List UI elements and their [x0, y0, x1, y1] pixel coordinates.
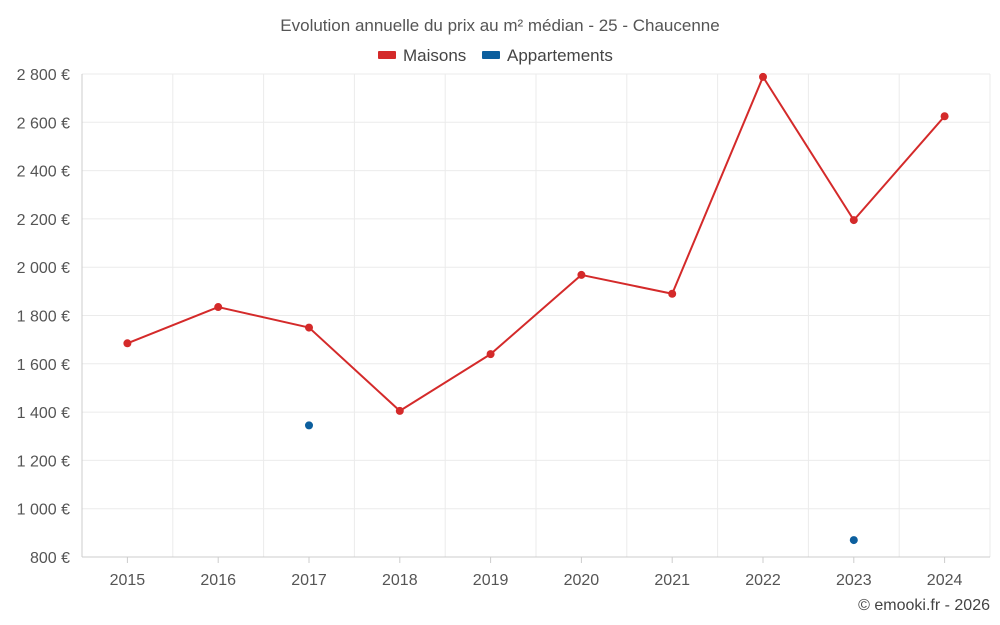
x-tick-label: 2024	[927, 572, 963, 589]
data-point-maisons[interactable]	[759, 72, 767, 81]
data-point-maisons[interactable]	[577, 270, 586, 279]
x-tick-label: 2023	[836, 572, 872, 589]
y-tick-label: 800 €	[30, 550, 70, 567]
x-tick-label: 2015	[110, 572, 146, 589]
y-tick-label: 2 600 €	[17, 115, 70, 132]
y-tick-label: 1 800 €	[17, 309, 70, 326]
y-tick-label: 2 800 €	[17, 67, 70, 84]
legend-item-appartements[interactable]: Appartements	[482, 46, 613, 65]
x-tick-label: 2016	[200, 572, 236, 589]
legend-label-maisons: Maisons	[403, 46, 466, 65]
x-tick-label: 2022	[745, 572, 781, 589]
data-point-maisons[interactable]	[486, 350, 495, 359]
data-point-maisons[interactable]	[849, 216, 858, 225]
data-point-maisons[interactable]	[668, 289, 677, 298]
y-tick-label: 2 400 €	[17, 164, 70, 181]
data-point-maisons[interactable]	[940, 112, 949, 121]
y-tick-label: 1 000 €	[17, 502, 70, 519]
x-axis-ticks: 2015 2016 2017 2018 2019 2020 2021 2022 2023 2024	[110, 557, 963, 589]
data-point-appartements[interactable]	[849, 536, 858, 545]
y-tick-label: 1 400 €	[17, 405, 70, 422]
legend-item-maisons[interactable]: Maisons	[378, 46, 466, 65]
legend-swatch-maisons	[378, 51, 396, 59]
x-tick-label: 2021	[654, 572, 690, 589]
x-tick-label: 2019	[473, 572, 509, 589]
series	[123, 72, 949, 545]
y-tick-label: 2 200 €	[17, 212, 70, 229]
axes	[81, 74, 990, 558]
credit-text: © emooki.fr - 2026	[858, 597, 990, 614]
y-axis-ticks: 800 € 1 000 € 1 200 € 1 400 € 1 600 € 1 800 €…	[17, 67, 70, 567]
legend-label-appartements: Appartements	[507, 46, 613, 65]
y-tick-label: 1 200 €	[17, 453, 70, 470]
legend-swatch-appartements	[482, 51, 500, 59]
data-point-maisons[interactable]	[305, 323, 313, 332]
x-tick-label: 2020	[564, 572, 600, 589]
data-point-appartements[interactable]	[305, 421, 313, 430]
y-tick-label: 1 600 €	[17, 357, 70, 374]
x-tick-label: 2018	[382, 572, 418, 589]
x-tick-label: 2017	[291, 572, 327, 589]
chart-title: Evolution annuelle du prix au m² médian …	[280, 16, 719, 35]
series-line-maisons	[127, 75, 946, 412]
data-point-maisons[interactable]	[214, 303, 223, 312]
legend: Maisons Appartements	[378, 46, 613, 65]
data-point-maisons[interactable]	[123, 339, 132, 348]
y-tick-label: 2 000 €	[17, 260, 70, 277]
data-point-maisons[interactable]	[395, 406, 404, 415]
